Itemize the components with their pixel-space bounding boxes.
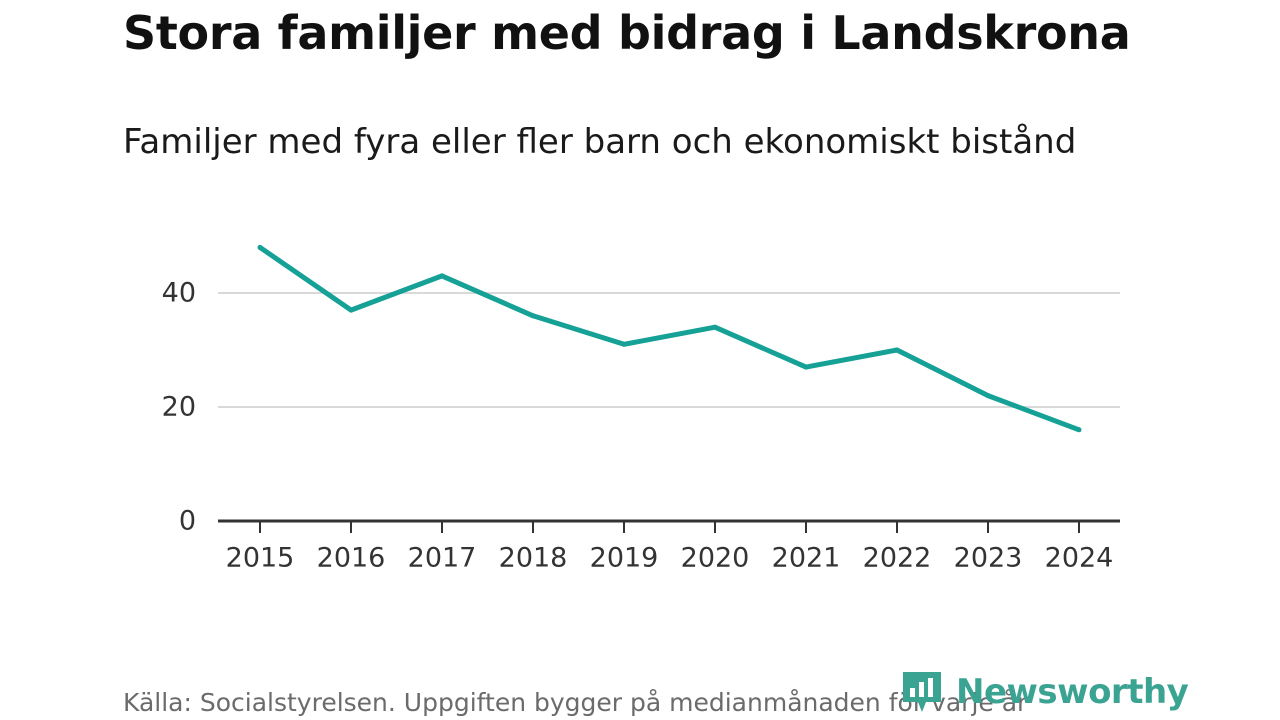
x-tick-label: 2017 — [408, 543, 477, 574]
y-tick-label: 40 — [162, 278, 196, 309]
x-tick-label: 2016 — [317, 543, 386, 574]
y-axis-tick-labels: 0 20 40 — [162, 278, 196, 537]
x-axis-tick-labels: 2015 2016 2017 2018 2019 2020 2021 2022 2023 2024 — [226, 543, 1114, 574]
data-point-2016 — [348, 307, 354, 313]
data-point-2023 — [985, 393, 991, 399]
x-tick-label: 2019 — [590, 543, 659, 574]
x-axis — [218, 519, 1120, 533]
data-point-2020 — [712, 324, 718, 330]
data-point-2022 — [894, 347, 900, 353]
newsworthy-logo-icon — [903, 672, 941, 712]
data-point-2024 — [1076, 427, 1082, 433]
x-tick-label: 2015 — [226, 543, 295, 574]
x-tick-label: 2022 — [863, 543, 932, 574]
chart-subtitle: Familjer med fyra eller fler barn och ek… — [123, 122, 1077, 162]
x-tick-label: 2021 — [772, 543, 841, 574]
data-point-2018 — [530, 313, 536, 319]
chart-title: Stora familjer med bidrag i Landskrona — [123, 6, 1131, 60]
newsworthy-logo-text: Newsworthy — [956, 672, 1189, 712]
data-point-2019 — [621, 341, 627, 347]
source-note: Källa: Socialstyrelsen. Uppgiften bygger… — [123, 688, 1028, 717]
x-tick-label: 2020 — [681, 543, 750, 574]
y-tick-label: 20 — [162, 392, 196, 423]
x-tick-label: 2018 — [499, 543, 568, 574]
data-point-2021 — [803, 364, 809, 370]
series-line-0 — [258, 245, 1080, 433]
data-point-2017 — [439, 273, 445, 279]
series-layer — [257, 244, 1082, 433]
gridlines — [218, 292, 1120, 408]
data-point-2015 — [257, 244, 263, 250]
x-tick-label: 2024 — [1045, 543, 1114, 574]
newsworthy-logo: Newsworthy — [900, 668, 1189, 716]
x-tick-label: 2023 — [954, 543, 1023, 574]
y-tick-label: 0 — [179, 506, 196, 537]
